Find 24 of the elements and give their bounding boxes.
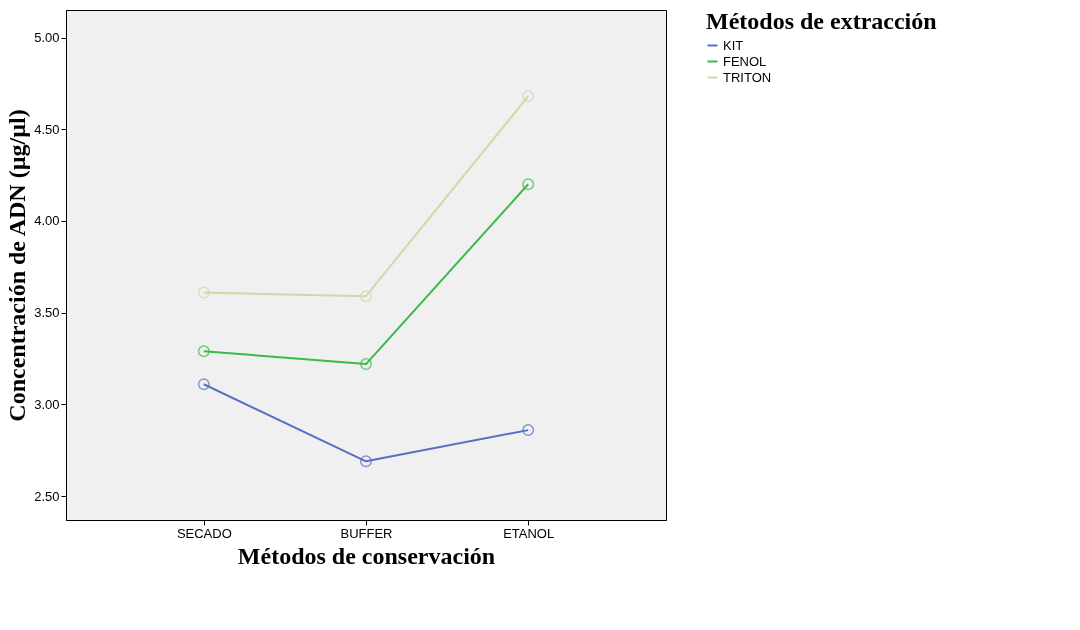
x-axis-title: Métodos de conservación (237, 542, 496, 569)
point (360, 290, 372, 303)
y-axis-title: Concentración de ADN (µg/µl) (4, 109, 31, 422)
point (197, 286, 210, 299)
point (360, 455, 372, 468)
legend-title: Métodos de extracción (706, 8, 937, 34)
point (522, 424, 535, 437)
legend-label: TRITON (723, 69, 772, 85)
point (197, 345, 210, 358)
x-tick-label: ETANOL (503, 525, 555, 541)
point (197, 378, 210, 391)
y-tick-label: 4.00 (34, 213, 60, 229)
y-tick-label: 3.00 (34, 396, 60, 412)
point (522, 178, 535, 191)
legend-label: FENOL (723, 53, 767, 69)
point (522, 90, 535, 103)
y-tick-label: 3.50 (34, 305, 60, 321)
legend-label: KIT (723, 37, 744, 53)
y-tick-label: 2.50 (34, 488, 60, 504)
point (360, 358, 372, 371)
y-tick-label: 5.00 (34, 30, 60, 46)
x-tick-label: SECADO (176, 525, 232, 541)
x-tick-label: BUFFER (340, 525, 393, 541)
y-tick-label: 4.50 (34, 121, 60, 137)
